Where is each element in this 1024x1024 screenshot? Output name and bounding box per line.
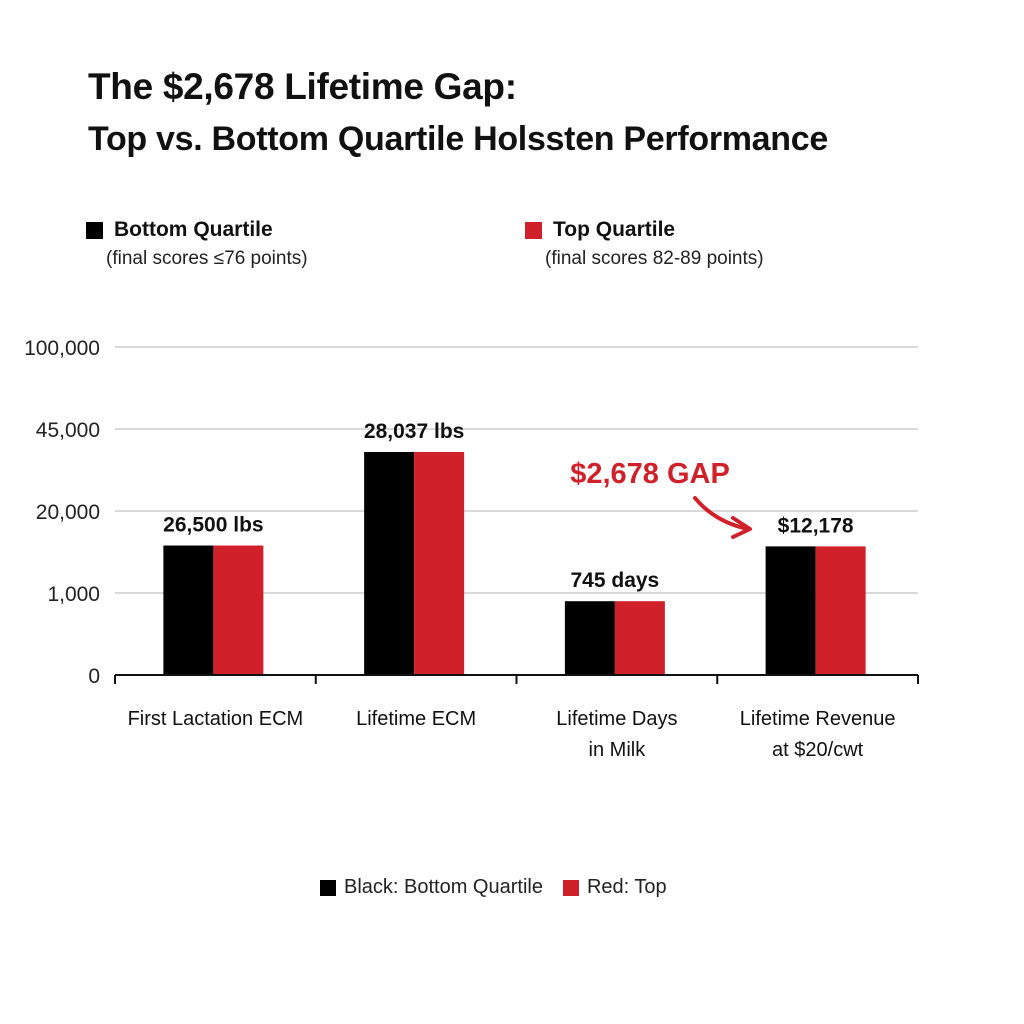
x-category-label: at $20/cwt <box>772 739 864 761</box>
legend-sublabel: (final scores 82-89 points) <box>545 248 764 269</box>
data-label: 745 days <box>571 569 660 592</box>
y-tick-label: 45,000 <box>36 419 100 442</box>
legend-label: Top Quartile <box>553 218 676 241</box>
legend-label: Bottom Quartile <box>114 218 273 241</box>
bar-bottom-quartile <box>564 601 615 675</box>
x-category-label: Lifetime Days <box>556 708 677 730</box>
gap-annotation: $2,678 GAP <box>570 458 730 490</box>
legend-swatch-red <box>562 879 579 896</box>
legend-swatch-black <box>86 221 103 239</box>
bar-top-quartile <box>614 601 665 675</box>
bar-top-quartile <box>815 546 866 675</box>
legend-swatch-red <box>525 221 542 239</box>
data-label: 26,500 lbs <box>163 514 263 537</box>
chart-title: The $2,678 Lifetime Gap: <box>88 66 517 107</box>
y-tick-label: 100,000 <box>24 337 100 360</box>
bar-bottom-quartile <box>163 545 214 675</box>
x-category-label: in Milk <box>589 739 647 761</box>
legend-swatch-black <box>320 879 336 896</box>
annotation-arrow-head-icon <box>731 516 752 539</box>
bar-bottom-quartile <box>765 546 816 675</box>
x-category-label: Lifetime ECM <box>356 708 476 730</box>
y-tick-label: 1,000 <box>47 583 100 606</box>
chart-subtitle: Top vs. Bottom Quartile Holssten Perform… <box>88 120 828 158</box>
y-tick-label: 0 <box>88 665 100 688</box>
x-category-label: First Lactation ECM <box>128 708 304 730</box>
bar-top-quartile <box>414 451 465 675</box>
annotation-arrow <box>693 496 750 531</box>
x-category-label: Lifetime Revenue <box>740 708 896 730</box>
legend-label: Red: Top <box>586 876 667 898</box>
legend-label: Black: Bottom Quartile <box>344 876 543 898</box>
bar-bottom-quartile <box>364 451 415 675</box>
y-tick-label: 20,000 <box>36 501 100 524</box>
legend-bottom-quartile: Bottom Quartile (final scores ≤76 points… <box>86 218 308 270</box>
data-label: 28,037 lbs <box>364 420 464 443</box>
bar-top-quartile <box>213 545 264 675</box>
data-label: $12,178 <box>778 514 854 537</box>
legend-top-quartile: Top Quartile (final scores 82-89 points) <box>525 218 764 270</box>
bottom-legend: Black: Bottom Quartile Red: Top <box>320 876 667 899</box>
legend-sublabel: (final scores ≤76 points) <box>106 248 308 269</box>
